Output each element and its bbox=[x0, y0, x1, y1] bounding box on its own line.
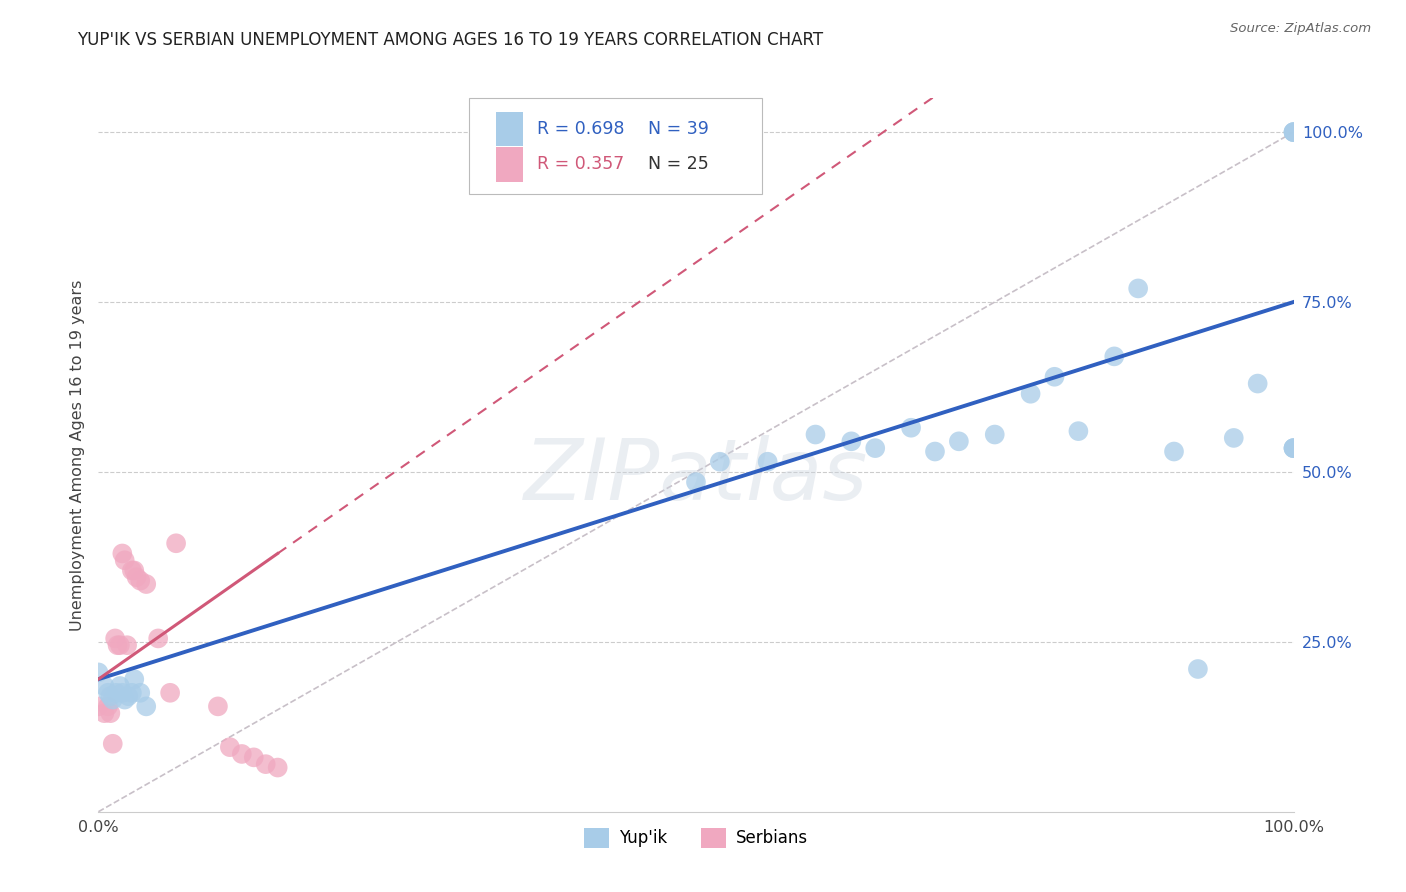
Point bbox=[115, 638, 138, 652]
Point bbox=[948, 434, 970, 449]
Point bbox=[107, 638, 129, 652]
Point bbox=[98, 706, 122, 721]
Point bbox=[108, 638, 131, 652]
Point bbox=[93, 679, 115, 693]
Point bbox=[98, 689, 122, 703]
Point bbox=[1282, 125, 1305, 139]
Point bbox=[105, 686, 128, 700]
Text: ZIPatlas: ZIPatlas bbox=[524, 434, 868, 518]
Point bbox=[267, 760, 290, 774]
Point bbox=[207, 699, 229, 714]
Point bbox=[1128, 281, 1150, 295]
Point bbox=[243, 750, 266, 764]
Point bbox=[865, 441, 887, 455]
Point bbox=[1223, 431, 1246, 445]
FancyBboxPatch shape bbox=[470, 98, 762, 194]
Point bbox=[804, 427, 827, 442]
Point bbox=[87, 665, 110, 680]
Point bbox=[135, 699, 157, 714]
Point bbox=[121, 686, 143, 700]
Point bbox=[1104, 350, 1126, 364]
FancyBboxPatch shape bbox=[496, 147, 523, 182]
Point bbox=[1282, 441, 1305, 455]
Point bbox=[97, 686, 120, 700]
Point bbox=[1247, 376, 1270, 391]
Y-axis label: Unemployment Among Ages 16 to 19 years: Unemployment Among Ages 16 to 19 years bbox=[69, 279, 84, 631]
Point bbox=[900, 421, 922, 435]
Point bbox=[148, 632, 170, 646]
Point bbox=[254, 757, 277, 772]
Point bbox=[111, 546, 134, 560]
Text: R = 0.357: R = 0.357 bbox=[537, 155, 624, 173]
Point bbox=[101, 692, 124, 706]
Point bbox=[1187, 662, 1209, 676]
Point bbox=[93, 706, 115, 721]
Point bbox=[108, 679, 131, 693]
Text: N = 25: N = 25 bbox=[648, 155, 709, 173]
FancyBboxPatch shape bbox=[496, 112, 523, 146]
Point bbox=[159, 686, 181, 700]
Point bbox=[1282, 125, 1305, 139]
Point bbox=[129, 574, 152, 588]
Point bbox=[101, 737, 124, 751]
Point bbox=[1282, 125, 1305, 139]
Text: Source: ZipAtlas.com: Source: ZipAtlas.com bbox=[1230, 22, 1371, 36]
Point bbox=[97, 699, 120, 714]
Point bbox=[1019, 386, 1042, 401]
Point bbox=[165, 536, 187, 550]
Point bbox=[924, 444, 946, 458]
Point bbox=[121, 564, 143, 578]
Point bbox=[1282, 441, 1305, 455]
Point bbox=[709, 455, 731, 469]
Legend: Yup'ik, Serbians: Yup'ik, Serbians bbox=[578, 822, 814, 855]
Text: N = 39: N = 39 bbox=[648, 120, 709, 137]
Point bbox=[984, 427, 1007, 442]
Point bbox=[1043, 369, 1066, 384]
Point bbox=[117, 689, 139, 703]
Point bbox=[124, 672, 146, 686]
Point bbox=[1067, 424, 1090, 438]
Point bbox=[129, 686, 152, 700]
Point bbox=[1282, 441, 1305, 455]
Point bbox=[124, 564, 146, 578]
Point bbox=[111, 686, 134, 700]
Text: R = 0.698: R = 0.698 bbox=[537, 120, 624, 137]
Point bbox=[114, 692, 136, 706]
Point bbox=[841, 434, 863, 449]
Point bbox=[125, 570, 148, 584]
Point bbox=[685, 475, 707, 489]
Point bbox=[1163, 444, 1185, 458]
Point bbox=[756, 455, 779, 469]
Point bbox=[114, 553, 136, 567]
Text: YUP'IK VS SERBIAN UNEMPLOYMENT AMONG AGES 16 TO 19 YEARS CORRELATION CHART: YUP'IK VS SERBIAN UNEMPLOYMENT AMONG AGE… bbox=[77, 31, 824, 49]
Point bbox=[219, 740, 242, 755]
Point bbox=[87, 699, 110, 714]
Point bbox=[135, 577, 157, 591]
Point bbox=[231, 747, 253, 761]
Point bbox=[104, 632, 127, 646]
